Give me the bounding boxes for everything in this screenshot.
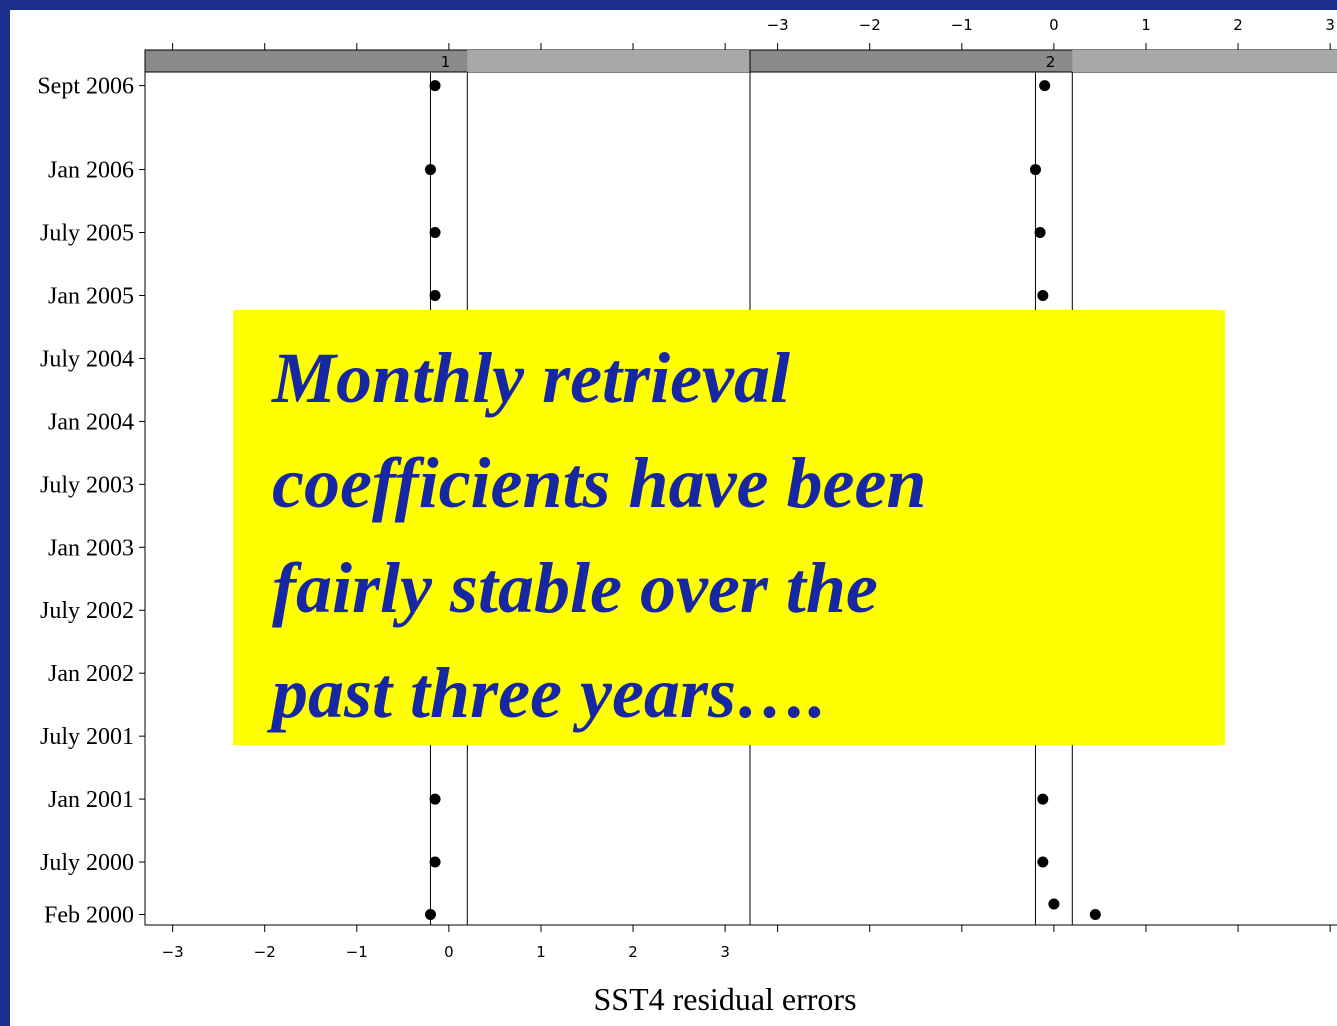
x-tick-label: 1 [1141,16,1151,34]
annotation-text: coefficients have been [272,443,926,523]
x-tick-label: −2 [254,943,276,961]
y-tick-label: Sept 2006 [37,74,134,100]
y-tick-label: Jan 2005 [48,283,134,309]
x-tick-label: 3 [720,943,730,961]
median-dot [1029,164,1041,176]
x-tick-label: 0 [444,943,454,961]
x-tick-label: 1 [536,943,546,961]
annotation-text: Monthly retrieval [271,338,790,418]
annotation-box [233,310,1225,745]
x-tick-label: 2 [628,943,638,961]
strip-label: 2 [1046,53,1056,71]
median-dot [1037,289,1049,301]
x-tick-label: 3 [1325,16,1335,34]
median-dot [424,164,436,176]
annotation-text: fairly stable over the [272,548,878,628]
median-dot [1089,909,1101,921]
x-tick-label: −3 [162,943,184,961]
y-tick-label: Jan 2006 [48,158,134,184]
median-dot [1039,80,1051,92]
median-dot [1037,793,1049,805]
median-dot [429,856,441,868]
x-tick-label: −1 [951,16,973,34]
x-tick-label: −3 [767,16,789,34]
strip-shingle [467,50,750,72]
median-dot [429,227,441,239]
x-tick-label: 2 [1233,16,1243,34]
median-dot [429,793,441,805]
y-tick-label: July 2002 [40,598,134,624]
y-tick-label: Jan 2002 [48,661,134,687]
y-tick-label: July 2004 [40,346,134,372]
strip-label: 1 [441,53,451,71]
y-tick-label: Jan 2001 [48,787,134,813]
median-dot [1037,856,1049,868]
x-tick-label: −2 [859,16,881,34]
x-axis-label: SST4 residual errors [593,981,856,1017]
x-tick-label: −1 [346,943,368,961]
median-dot [429,80,441,92]
y-tick-label: July 2000 [40,850,134,876]
x-tick-label: 0 [1049,16,1059,34]
y-tick-label: July 2003 [40,472,134,498]
y-tick-label: Jan 2003 [48,535,134,561]
y-tick-label: July 2005 [40,221,134,247]
y-tick-label: Feb 2000 [44,903,134,929]
median-dot [429,289,441,301]
y-tick-label: Jan 2004 [48,409,134,435]
median-dot [424,909,436,921]
median-dot [1048,898,1060,910]
annotation-text: past three years…. [266,653,826,733]
y-tick-label: July 2001 [40,724,134,750]
strip-shingle [1072,50,1337,72]
median-dot [1034,227,1046,239]
